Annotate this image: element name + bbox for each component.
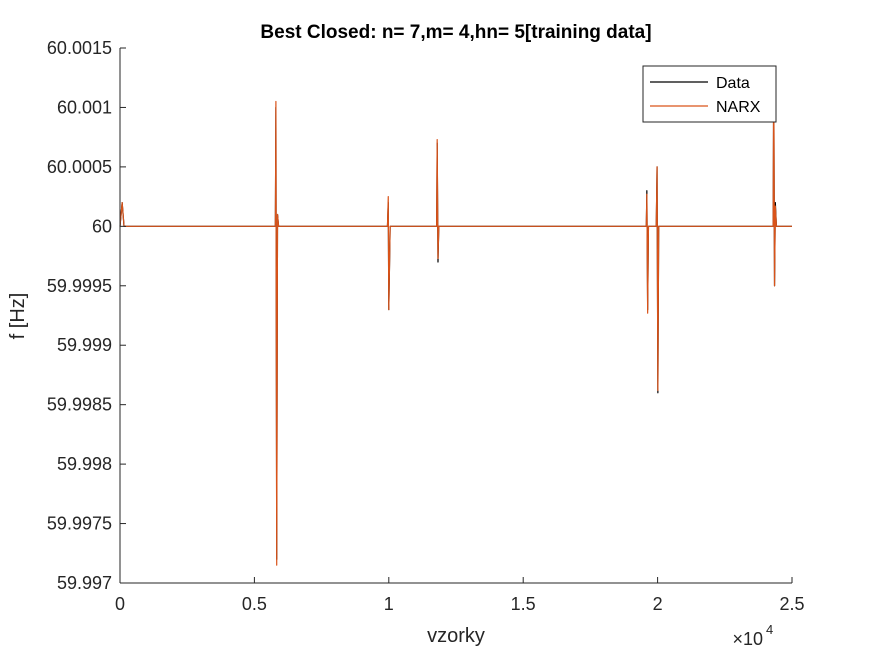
y-tick-label: 60.001 bbox=[57, 97, 112, 117]
y-axis-label: f [Hz] bbox=[7, 293, 29, 340]
plot-area bbox=[120, 48, 792, 583]
y-tick-label: 60.0015 bbox=[47, 38, 112, 58]
series-line-narx bbox=[119, 71, 792, 566]
y-tick-label: 59.9985 bbox=[47, 395, 112, 415]
legend-label-data: Data bbox=[716, 75, 750, 92]
x-exponent-power: 4 bbox=[766, 622, 773, 637]
x-ticks: 0 0.5 1 1.5 2 2.5 bbox=[115, 577, 805, 614]
y-tick-label: 59.999 bbox=[57, 335, 112, 355]
y-ticks: 59.997 59.9975 59.998 59.9985 59.999 59.9995 6… bbox=[47, 38, 126, 593]
legend-box bbox=[642, 65, 777, 123]
y-tick-label: 59.997 bbox=[57, 573, 112, 593]
legend-label-narx: NARX bbox=[716, 99, 761, 116]
x-axis-label: vzorky bbox=[427, 625, 485, 647]
x-tick-label: 1 bbox=[384, 594, 394, 614]
y-tick-label: 59.998 bbox=[57, 454, 112, 474]
x-tick-label: 1.5 bbox=[511, 594, 536, 614]
x-tick-label: 2 bbox=[653, 594, 663, 614]
axes-layer bbox=[119, 48, 792, 584]
x-tick-label: 0.5 bbox=[242, 594, 267, 614]
legend: Data NARX bbox=[642, 65, 777, 123]
series-layer bbox=[119, 71, 792, 566]
y-tick-label: 60.0005 bbox=[47, 157, 112, 177]
x-tick-label: 2.5 bbox=[779, 594, 804, 614]
x-exponent-label: ×10 bbox=[732, 629, 763, 649]
chart-title: Best Closed: n= 7,m= 4,hn= 5[training da… bbox=[260, 22, 651, 43]
y-tick-label: 59.9975 bbox=[47, 514, 112, 534]
x-tick-label: 0 bbox=[115, 594, 125, 614]
y-tick-label: 60 bbox=[92, 216, 112, 236]
y-tick-label: 59.9995 bbox=[47, 276, 112, 296]
